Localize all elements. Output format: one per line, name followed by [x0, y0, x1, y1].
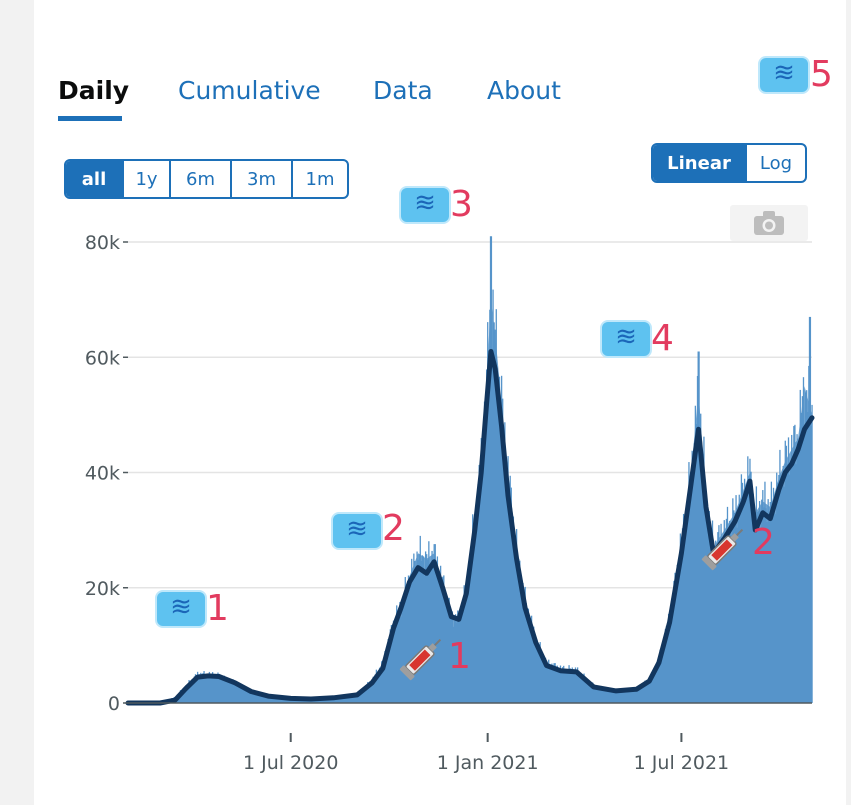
syringe-emoji-icon: [399, 638, 442, 681]
range-1m-button[interactable]: 1m: [291, 161, 347, 197]
wave-emoji-icon: ≋: [399, 186, 451, 224]
wave-number: 3: [450, 184, 473, 225]
x-tick-label: 1 Jan 2021: [437, 752, 539, 774]
range-6m-button[interactable]: 6m: [169, 161, 230, 197]
range-3m-button[interactable]: 3m: [230, 161, 291, 197]
scale-selector: Linear Log: [651, 143, 807, 183]
tab-about[interactable]: About: [487, 76, 561, 105]
x-tick-label: 1 Jul 2020: [243, 752, 338, 774]
wave-number: 2: [382, 508, 405, 549]
wave-emoji-icon: ≋: [155, 590, 207, 628]
range-1y-button[interactable]: 1y: [122, 161, 169, 197]
daily-bars: [128, 236, 813, 704]
wave-emoji-icon: ≋: [758, 56, 810, 94]
y-tick-label: 80k: [85, 232, 120, 254]
daily-area: [128, 299, 812, 703]
wave-emoji-icon: ≋: [331, 512, 383, 550]
linear-scale-button[interactable]: Linear: [653, 145, 745, 181]
daily-bar: [489, 236, 493, 704]
wave-number: 4: [651, 318, 674, 359]
x-tick-label: 1 Jul 2021: [634, 752, 729, 774]
log-scale-button[interactable]: Log: [745, 145, 805, 181]
y-tick-label: 40k: [85, 463, 120, 485]
camera-icon[interactable]: [730, 205, 808, 241]
time-range-selector: all 1y 6m 3m 1m: [64, 159, 349, 199]
wave-emoji-icon: ≋: [600, 320, 652, 358]
axes: 0 20k 40k 60k 80k 1 Jul 2020 1 Jan 2021 1 Jul 2…: [85, 232, 812, 774]
wave-number: 5: [810, 54, 833, 95]
active-tab-underline: [58, 116, 122, 121]
y-tick-label: 0: [108, 693, 120, 715]
syringe-emoji-icon: [701, 528, 744, 571]
vaccine-number: 1: [448, 636, 471, 677]
vaccine-number: 2: [752, 522, 775, 563]
tab-daily[interactable]: Daily: [58, 76, 130, 105]
wave-number: 1: [206, 588, 229, 629]
y-tick-label: 60k: [85, 347, 120, 369]
daily-bar: [697, 351, 700, 703]
seven-day-average-line: [125, 349, 815, 706]
daily-bar: [808, 316, 812, 703]
y-tick-label: 20k: [85, 578, 120, 600]
camera-glyph: [754, 211, 784, 235]
tab-data[interactable]: Data: [373, 76, 433, 105]
range-all-button[interactable]: all: [66, 161, 122, 197]
tab-cumulative[interactable]: Cumulative: [178, 76, 321, 105]
daily-bar: [811, 404, 813, 703]
